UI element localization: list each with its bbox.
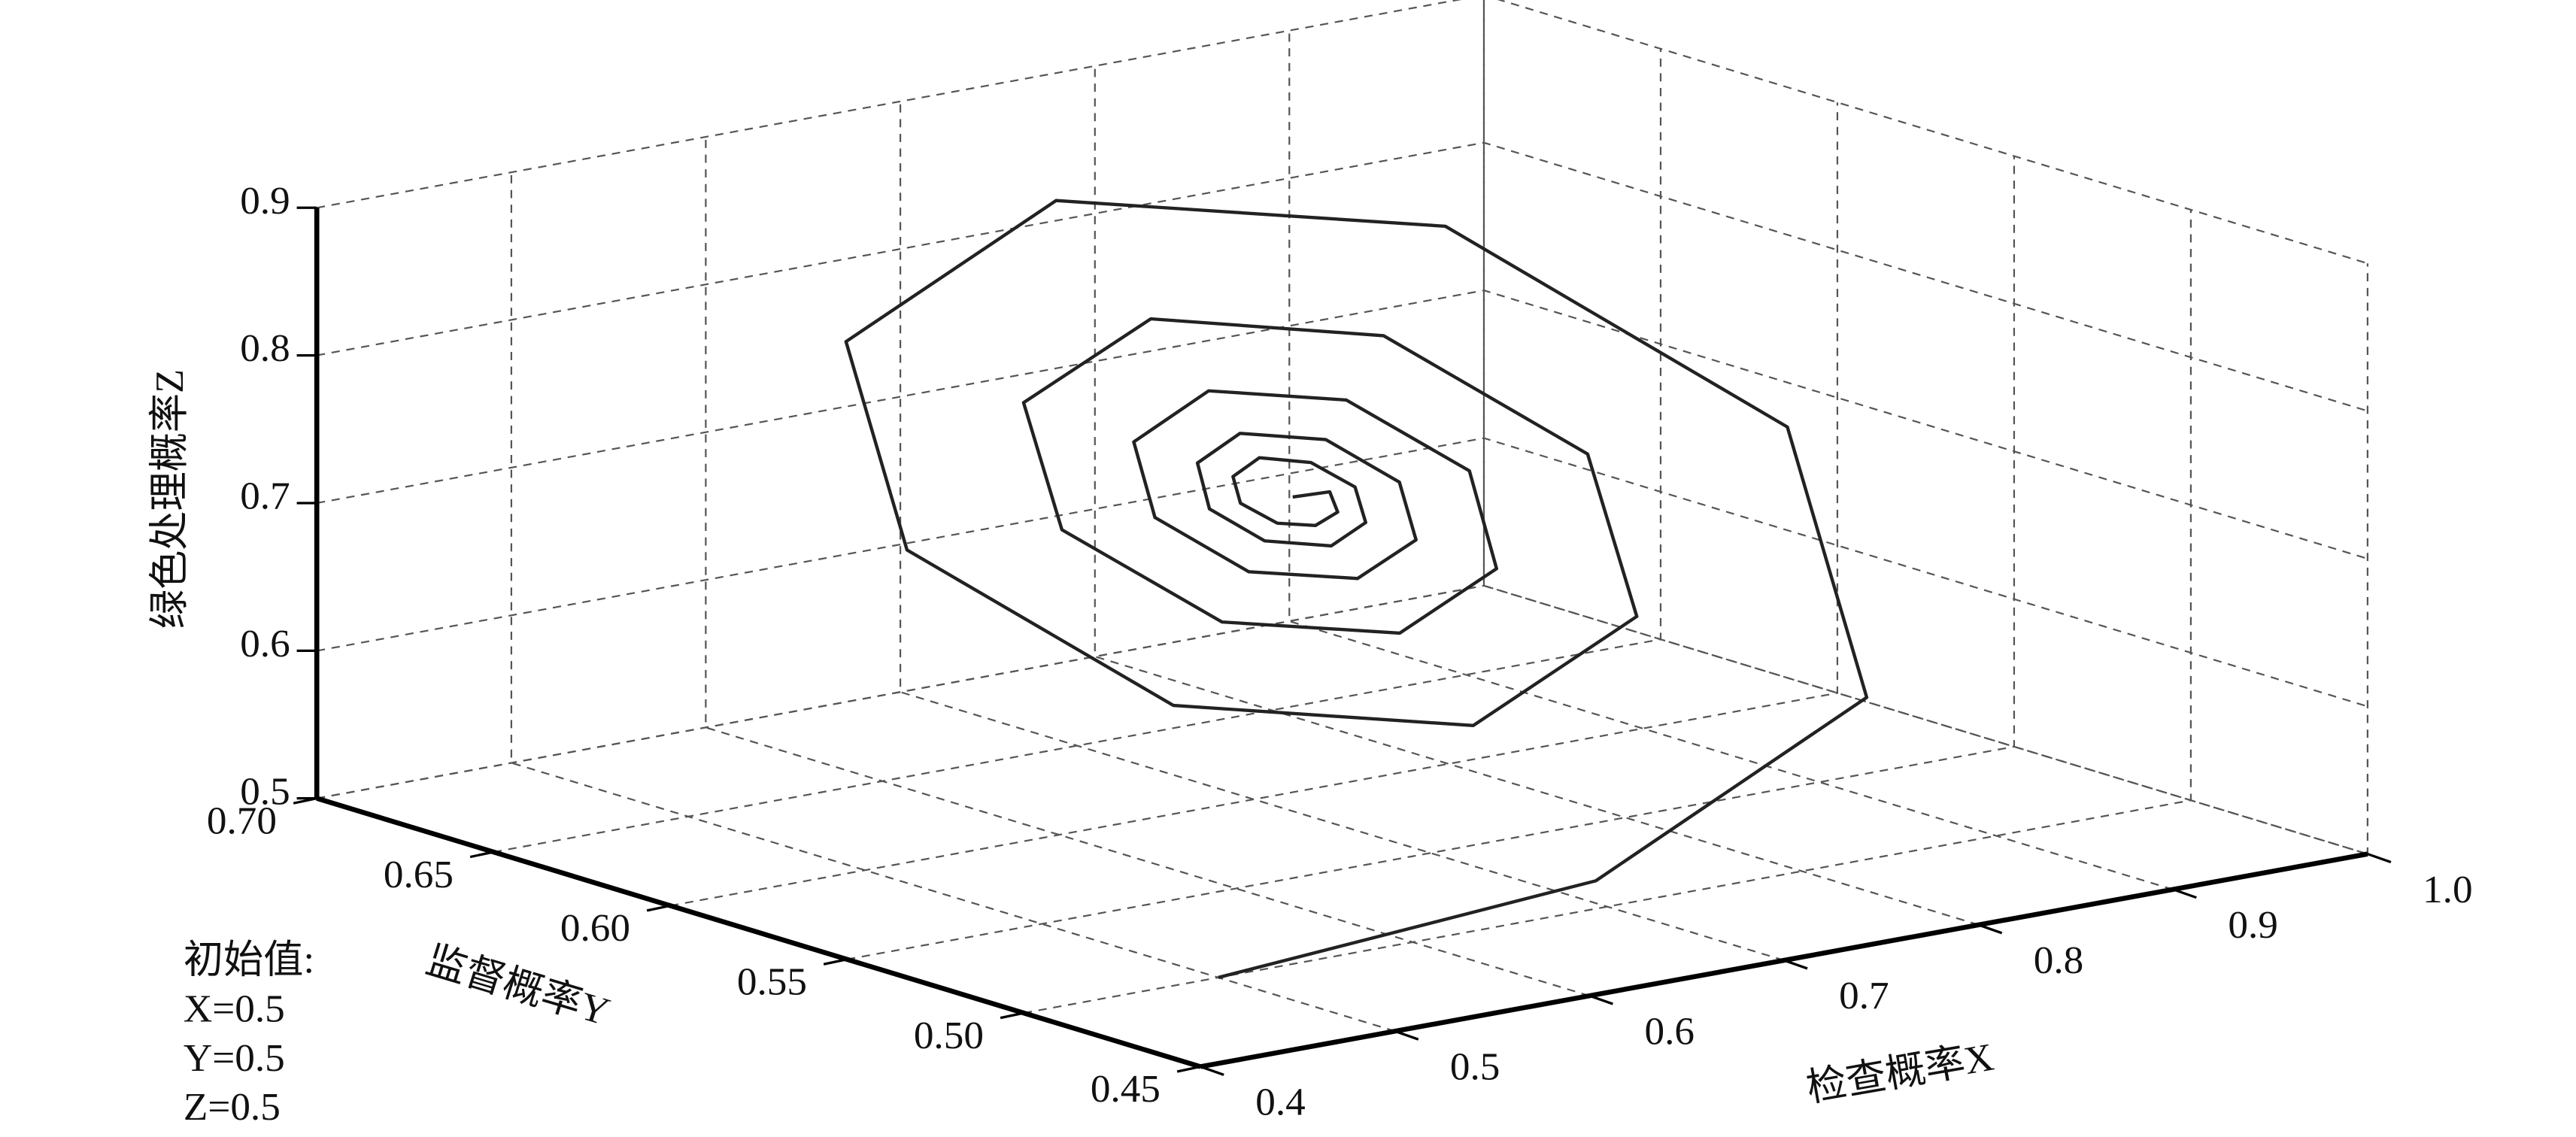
z-tick-label: 0.5 xyxy=(240,770,290,813)
x-axis-label: 检查概率X xyxy=(1804,1035,1998,1110)
x-tick-label: 0.7 xyxy=(1839,975,1889,1017)
grid-line xyxy=(705,137,1590,997)
x-tick-label: 0.5 xyxy=(1450,1045,1500,1088)
grid-line xyxy=(493,48,1662,854)
y-axis xyxy=(316,796,1202,1069)
grid-line xyxy=(316,584,2368,855)
y-tick xyxy=(469,850,494,859)
grid-line xyxy=(1094,65,1980,926)
y-axis-label: 监督概率Y xyxy=(421,938,614,1034)
y-tick-label: 0.70 xyxy=(207,799,277,842)
plot-area xyxy=(844,199,1869,979)
y-tick-label: 0.50 xyxy=(914,1014,984,1057)
z-axis-label: 绿色处理概率Z xyxy=(147,369,192,629)
z-tick-label: 0.8 xyxy=(240,327,290,370)
x-tick-label: 0.9 xyxy=(2228,903,2278,946)
grid-line xyxy=(1482,0,2368,855)
x-tick xyxy=(2172,888,2197,899)
grid-line xyxy=(1288,30,2174,890)
grid-line xyxy=(846,156,2016,960)
axes: 0.4 0.5 0.6 0.7 0.8 0.9 1.0 0.45 0.50 0.55 0.60 0.6… xyxy=(207,179,2473,1123)
x-tick xyxy=(1978,923,2003,935)
annotation: X=0.5 xyxy=(184,987,285,1030)
grid-line xyxy=(316,290,2368,559)
x-tick xyxy=(1588,994,1613,1005)
grid-line xyxy=(510,172,1396,1032)
trajectory-line xyxy=(844,199,1869,979)
x-tick xyxy=(2367,853,2392,864)
annotation: Z=0.5 xyxy=(184,1086,281,1129)
annotation: Y=0.5 xyxy=(184,1036,285,1079)
x-tick-label: 0.8 xyxy=(2034,939,2084,982)
y-tick-label: 0.60 xyxy=(560,907,630,950)
x-tick-label: 0.4 xyxy=(1255,1081,1306,1123)
grid-line xyxy=(316,437,2368,708)
x-tick xyxy=(1783,959,1808,970)
y-tick-label: 0.45 xyxy=(1091,1068,1161,1111)
y-tick-label: 0.55 xyxy=(737,960,807,1003)
grid-line xyxy=(316,141,2368,412)
x-tick xyxy=(1200,1065,1224,1076)
z-tick-label: 0.7 xyxy=(240,475,290,517)
grid-line xyxy=(1200,263,2369,1068)
x-tick xyxy=(1394,1029,1419,1041)
x-tick-label: 0.6 xyxy=(1645,1010,1695,1053)
y-tick xyxy=(646,904,671,912)
z-tick-label: 0.9 xyxy=(240,179,290,222)
z-tick-label: 0.6 xyxy=(240,622,290,665)
x-tick-label: 1.0 xyxy=(2423,868,2473,911)
y-tick xyxy=(823,958,848,966)
grid-line xyxy=(1023,209,2192,1014)
annotation: 初始值: xyxy=(184,938,314,981)
y-tick xyxy=(1000,1011,1024,1020)
grid-line xyxy=(899,101,1785,962)
y-tick-label: 0.65 xyxy=(384,853,454,896)
grid-line xyxy=(316,208,1201,1068)
y-tick xyxy=(1176,1065,1201,1073)
grid-line xyxy=(316,0,2368,265)
grid-line xyxy=(669,102,1839,907)
